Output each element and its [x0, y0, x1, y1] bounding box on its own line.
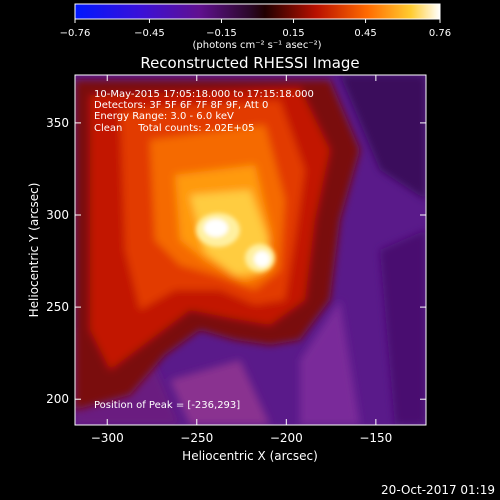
chart-title: Reconstructed RHESSI Image: [140, 54, 359, 72]
y-tick-label: 200: [46, 392, 69, 406]
colorbar-tick-label: −0.45: [134, 28, 165, 39]
colorbar-tick-label: 0.45: [354, 28, 376, 39]
heatmap-image: [75, 75, 426, 425]
colorbar: [74, 3, 441, 20]
annotation-block: 10-May-2015 17:05:18.000 to 17:15:18.000…: [94, 89, 314, 134]
x-tick-label: −150: [359, 431, 392, 445]
x-axis-ticks: −300 −250 −200 −150: [91, 75, 392, 445]
y-axis-ticks: 200 250 300 350: [46, 116, 426, 406]
y-tick-label: 250: [46, 300, 69, 314]
x-tick-label: −300: [91, 431, 124, 445]
plot-frame: [74, 74, 427, 426]
y-axis-label: Heliocentric Y (arcsec): [27, 183, 41, 318]
colorbar-tick-label: −0.15: [206, 28, 237, 39]
colorbar-unit-label: (photons cm⁻² s⁻¹ asec⁻²): [192, 40, 321, 51]
annotation-time-range: 10-May-2015 17:05:18.000 to 17:15:18.000: [94, 89, 314, 100]
colorbar-tick-label: 0.76: [429, 28, 451, 39]
peak-position-label: Position of Peak = [-236,293]: [94, 400, 240, 411]
x-tick-label: −200: [270, 431, 303, 445]
x-axis-label: Heliocentric X (arcsec): [182, 449, 318, 463]
y-tick-label: 300: [46, 208, 69, 222]
annotation-clean-counts: Clean Total counts: 2.02E+05: [94, 123, 254, 134]
y-tick-label: 350: [46, 116, 69, 130]
annotation-detectors: Detectors: 3F 5F 6F 7F 8F 9F, Att 0: [94, 100, 268, 111]
colorbar-tick-label: −0.76: [60, 28, 91, 39]
footer-timestamp: 20-Oct-2017 01:19: [381, 483, 495, 497]
colorbar-ticks: −0.76 −0.45 −0.15 0.15 0.45 0.76: [60, 19, 451, 39]
colorbar-tick-label: 0.15: [282, 28, 304, 39]
x-tick-label: −250: [180, 431, 213, 445]
annotation-energy-range: Energy Range: 3.0 - 6.0 keV: [94, 111, 234, 122]
